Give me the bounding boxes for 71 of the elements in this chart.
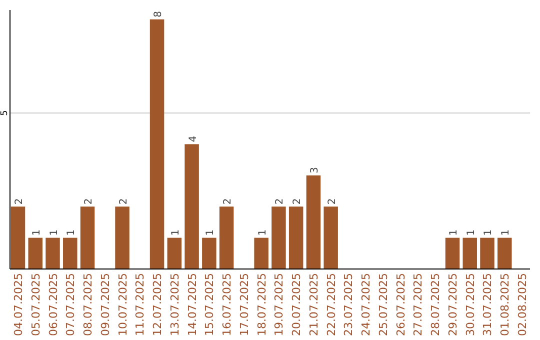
- x-tick-label: 18.07.2025: [255, 273, 268, 336]
- x-tick-label: 20.07.2025: [290, 273, 304, 336]
- data-label: 1: [170, 229, 182, 236]
- data-label: 2: [118, 198, 130, 205]
- x-tick-label: 13.07.2025: [168, 273, 182, 336]
- x-tick-label: 30.07.2025: [464, 273, 477, 336]
- x-tick-label: 04.07.2025: [12, 273, 25, 336]
- bar: [498, 238, 512, 269]
- bar: [80, 206, 95, 269]
- bar: [272, 206, 286, 269]
- x-tick-label: 16.07.2025: [220, 273, 234, 336]
- x-tick-label: 14.07.2025: [186, 273, 199, 336]
- data-label: 2: [14, 198, 25, 205]
- bar: [202, 238, 216, 269]
- bar: [324, 206, 338, 269]
- data-label: 2: [326, 198, 338, 205]
- bar: [63, 238, 78, 269]
- x-tick-label: 23.07.2025: [342, 273, 356, 336]
- x-tick-label: 26.07.2025: [394, 273, 408, 336]
- data-label: 2: [292, 198, 304, 205]
- data-label: 1: [205, 229, 216, 236]
- bar: [480, 238, 494, 269]
- bar: [10, 206, 26, 269]
- y-tick-label: 5: [0, 110, 10, 116]
- x-tick-label: 08.07.2025: [82, 273, 95, 336]
- bar: [28, 238, 42, 269]
- bar: [254, 238, 268, 269]
- bar: [219, 206, 234, 269]
- x-tick-label: 10.07.2025: [116, 273, 130, 336]
- x-tick-label: 11.07.2025: [134, 273, 147, 336]
- data-label: 3: [309, 167, 320, 174]
- data-label: 4: [188, 136, 199, 142]
- x-tick-label: 02.08.2025: [516, 273, 530, 336]
- x-tick-label: 25.07.2025: [376, 273, 390, 336]
- data-label: 1: [48, 229, 60, 236]
- x-tick-label: 24.07.2025: [360, 273, 373, 336]
- data-label: 1: [257, 229, 268, 236]
- data-label: 8: [153, 10, 164, 18]
- data-label: 1: [500, 229, 512, 236]
- x-tick-label: 29.07.2025: [446, 273, 460, 336]
- bar: [445, 238, 460, 269]
- data-label: 2: [222, 198, 234, 205]
- bar: [150, 19, 164, 269]
- data-label: 2: [84, 198, 95, 205]
- x-tick-label: 07.07.2025: [64, 273, 78, 336]
- x-tick-label: 09.07.2025: [98, 273, 112, 336]
- x-tick-label: 31.07.2025: [481, 273, 494, 336]
- x-tick-label: 12.07.2025: [151, 273, 164, 336]
- x-tick-label: 05.07.2025: [29, 273, 42, 336]
- bar: [306, 175, 321, 269]
- x-tick-label: 22.07.2025: [324, 273, 338, 336]
- bar: [46, 238, 60, 269]
- data-label: 2: [274, 198, 286, 205]
- x-tick-label: 27.07.2025: [412, 273, 425, 336]
- x-tick-label: 17.07.2025: [238, 273, 251, 336]
- bar: [115, 206, 130, 269]
- data-label: 1: [448, 229, 460, 236]
- data-label: 1: [31, 229, 42, 236]
- bar: [167, 238, 182, 269]
- data-label: 1: [466, 229, 477, 236]
- data-label: 1: [66, 229, 78, 236]
- x-tick-label: 06.07.2025: [46, 273, 60, 336]
- x-tick-label: 21.07.2025: [307, 273, 320, 336]
- x-tick-label: 28.07.2025: [429, 273, 442, 336]
- bar: [288, 206, 304, 269]
- x-tick-label: 01.08.2025: [498, 273, 512, 336]
- data-label: 1: [483, 229, 494, 236]
- x-tick-label: 15.07.2025: [203, 273, 216, 336]
- bar: [462, 238, 477, 269]
- bar: [184, 144, 199, 269]
- x-tick-label: 19.07.2025: [272, 273, 286, 336]
